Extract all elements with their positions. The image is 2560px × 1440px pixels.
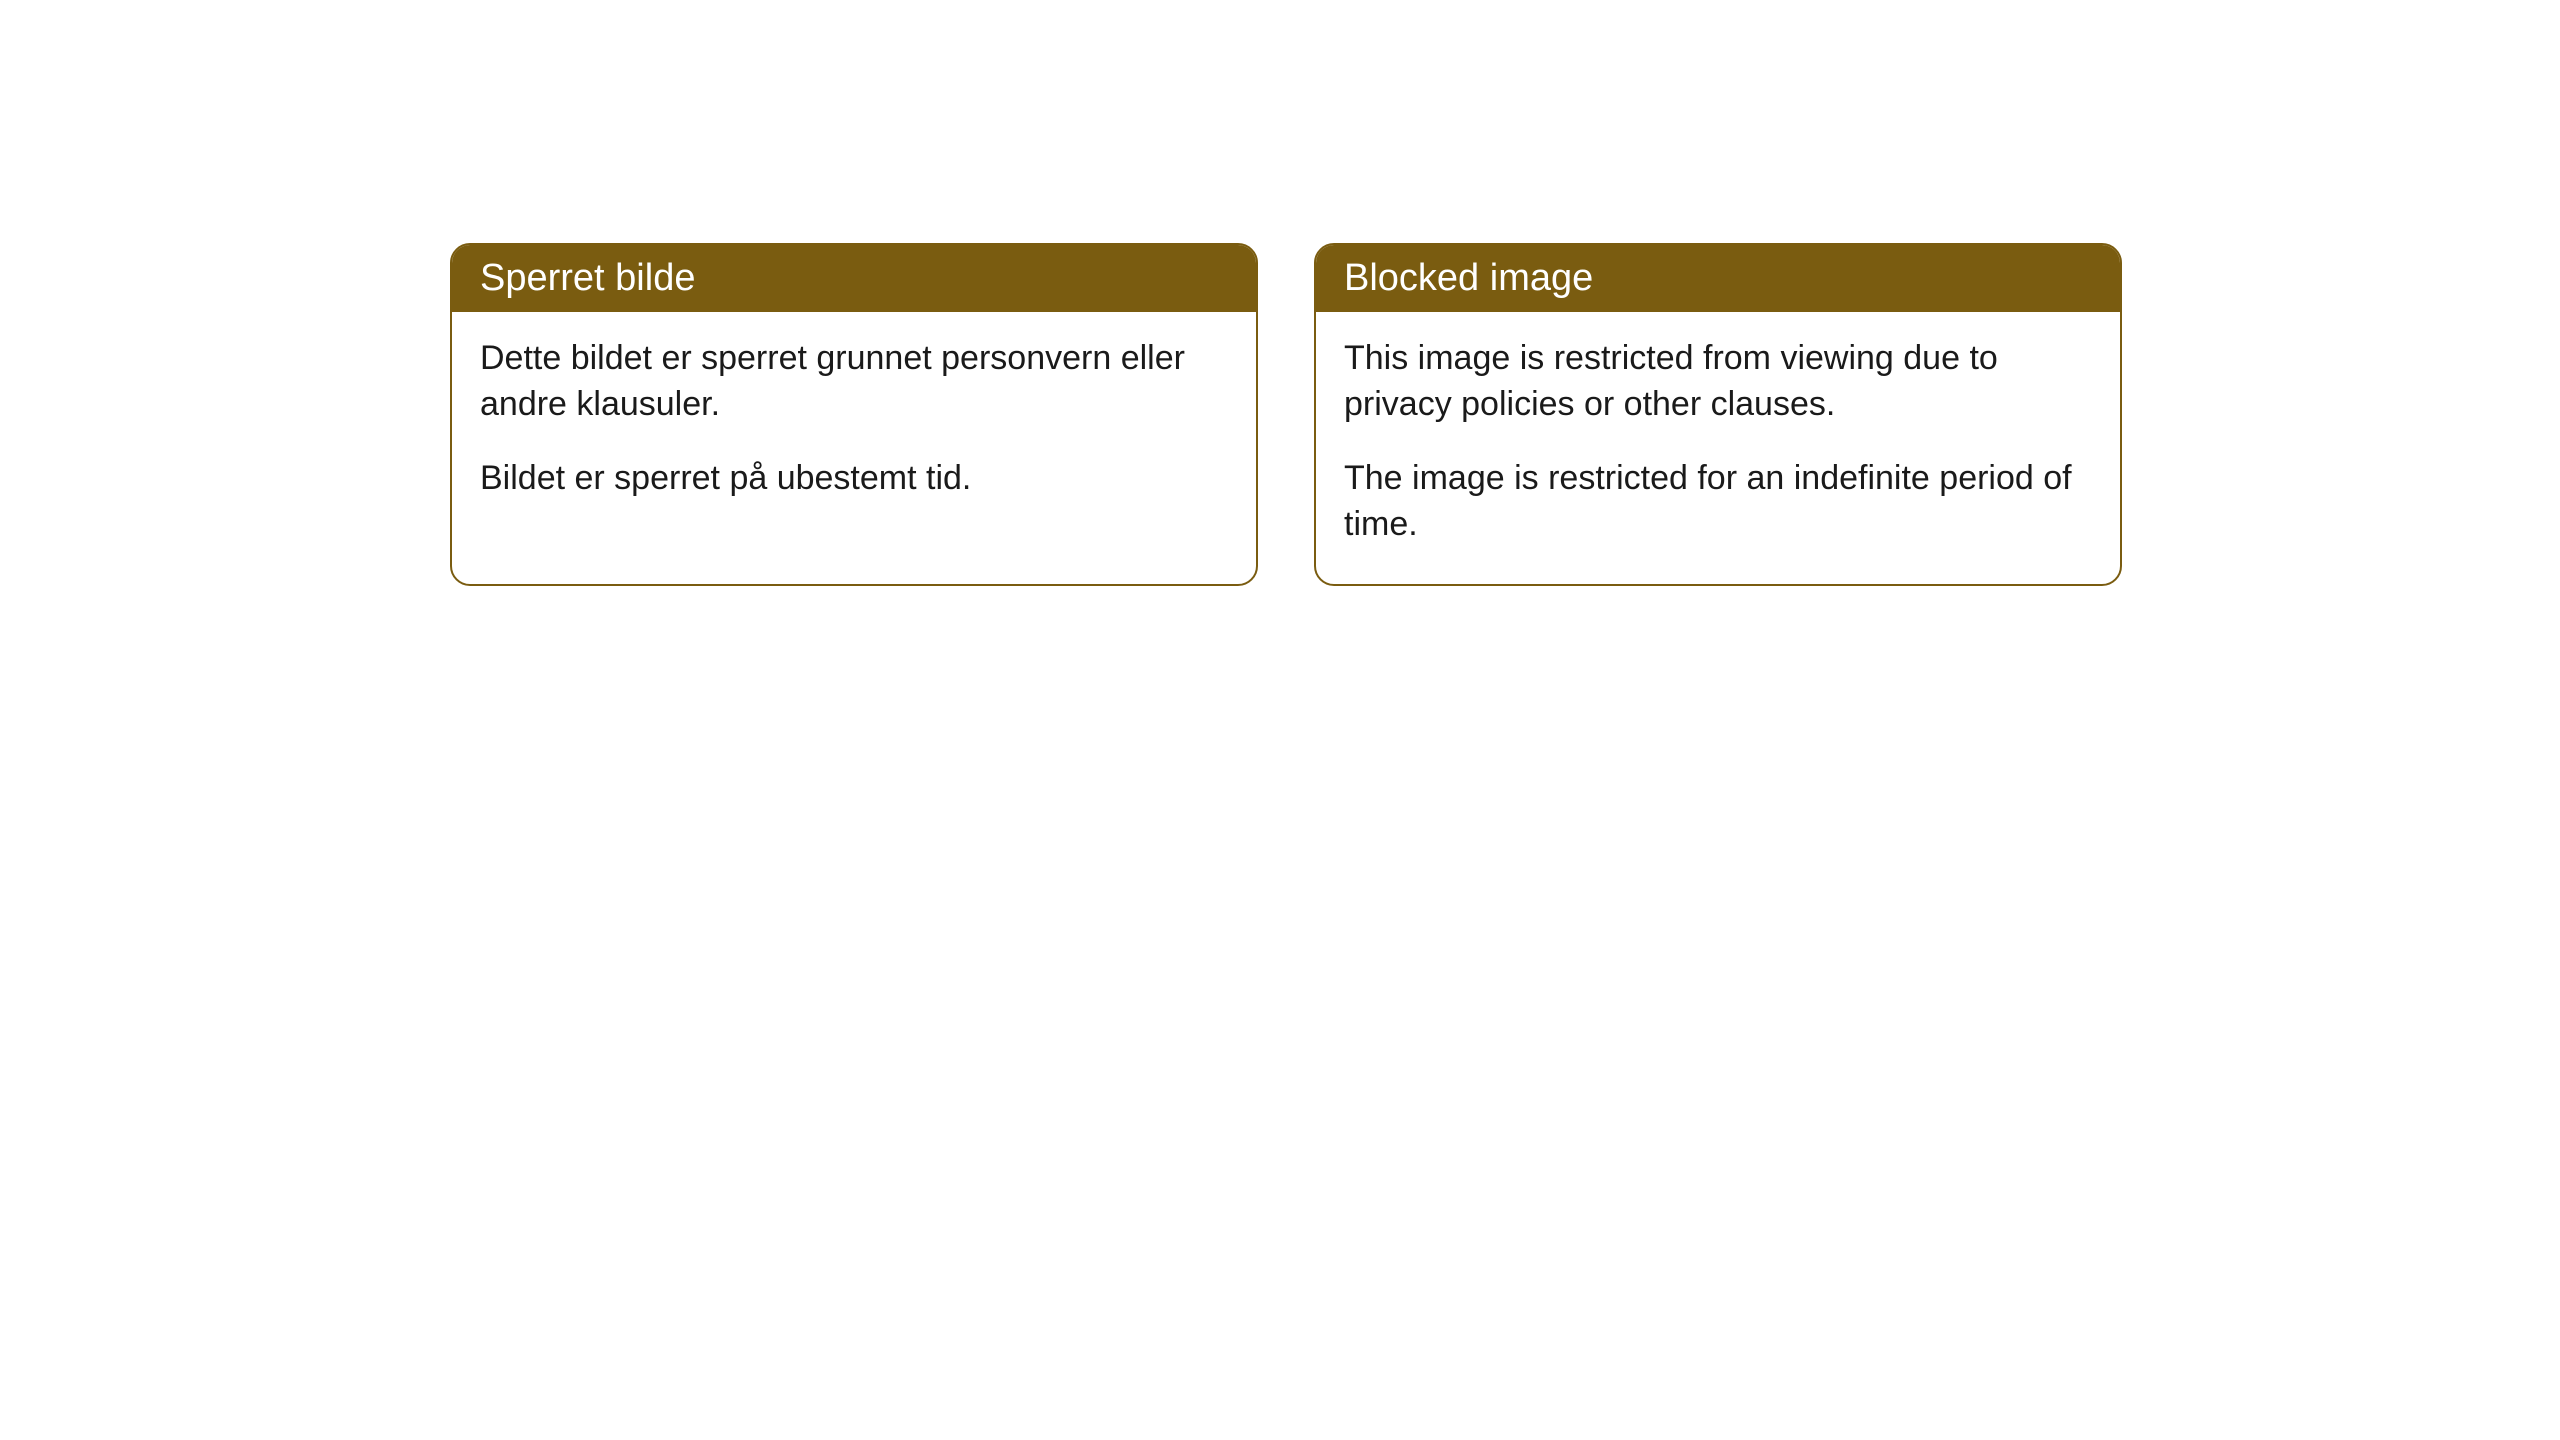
card-paragraph-1: This image is restricted from viewing du… <box>1344 336 2092 428</box>
card-paragraph-2: Bildet er sperret på ubestemt tid. <box>480 456 1228 502</box>
card-header-english: Blocked image <box>1316 245 2120 312</box>
card-header-norwegian: Sperret bilde <box>452 245 1256 312</box>
blocked-image-card-norwegian: Sperret bilde Dette bildet er sperret gr… <box>450 243 1258 586</box>
card-body-english: This image is restricted from viewing du… <box>1316 312 2120 584</box>
blocked-image-card-english: Blocked image This image is restricted f… <box>1314 243 2122 586</box>
card-body-norwegian: Dette bildet er sperret grunnet personve… <box>452 312 1256 538</box>
card-paragraph-1: Dette bildet er sperret grunnet personve… <box>480 336 1228 428</box>
card-paragraph-2: The image is restricted for an indefinit… <box>1344 456 2092 548</box>
notice-cards-container: Sperret bilde Dette bildet er sperret gr… <box>450 243 2122 586</box>
